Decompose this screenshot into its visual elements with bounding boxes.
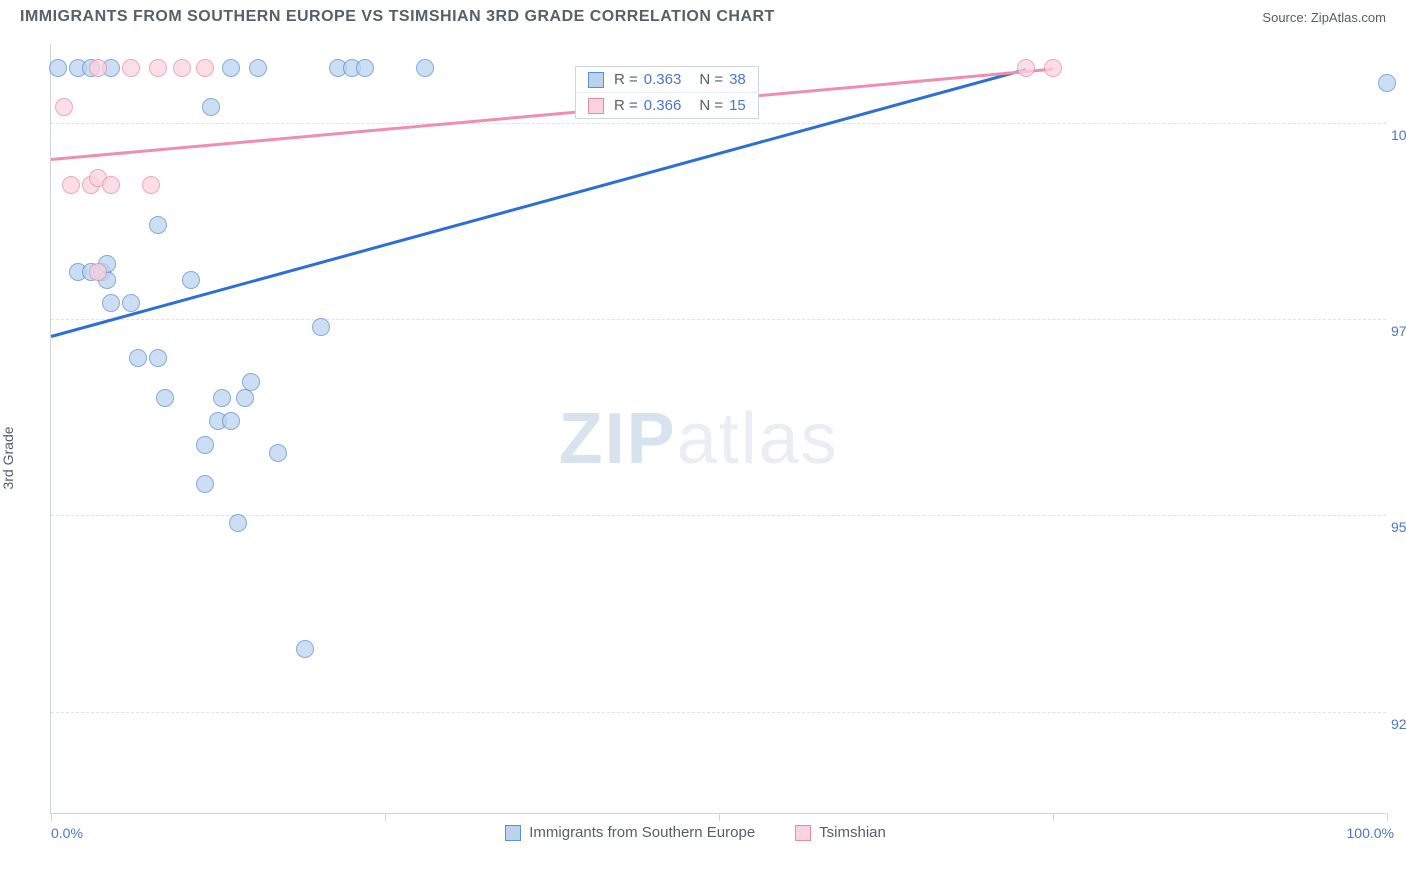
- series-swatch-blue: [588, 72, 604, 88]
- data-point: [236, 389, 254, 407]
- data-point: [196, 436, 214, 454]
- chart-title: IMMIGRANTS FROM SOUTHERN EUROPE VS TSIMS…: [20, 8, 775, 26]
- stat-n-value: 15: [729, 97, 746, 114]
- data-point: [222, 412, 240, 430]
- stats-box: R = 0.363 N = 38 R = 0.366 N = 15: [575, 66, 759, 119]
- legend-label: Tsimshian: [819, 824, 886, 841]
- data-point: [202, 98, 220, 116]
- x-tick: [1387, 813, 1388, 821]
- gridline-h: [51, 319, 1386, 320]
- watermark: ZIPatlas: [559, 398, 839, 480]
- stat-n-label: N =: [699, 97, 723, 114]
- data-point: [142, 176, 160, 194]
- x-tick: [385, 813, 386, 821]
- x-tick: [51, 813, 52, 821]
- data-point: [1044, 59, 1062, 77]
- trendline-blue: [51, 68, 1027, 338]
- chart-header: IMMIGRANTS FROM SOUTHERN EUROPE VS TSIMS…: [0, 0, 1406, 30]
- data-point: [49, 59, 67, 77]
- gridline-h: [51, 123, 1386, 124]
- data-point: [1378, 74, 1396, 92]
- data-point: [242, 373, 260, 391]
- y-tick-label: 100.0%: [1391, 127, 1406, 143]
- x-tick: [719, 813, 720, 821]
- x-tick-label-min: 0.0%: [51, 825, 83, 841]
- chart-container: 3rd Grade ZIPatlas92.5%95.0%97.5%100.0%0…: [0, 30, 1406, 870]
- legend-swatch-pink: [795, 825, 811, 841]
- data-point: [196, 475, 214, 493]
- data-point: [102, 294, 120, 312]
- gridline-h: [51, 515, 1386, 516]
- legend-label: Immigrants from Southern Europe: [529, 824, 755, 841]
- stat-r-label: R =: [614, 71, 638, 88]
- x-tick: [1053, 813, 1054, 821]
- data-point: [182, 271, 200, 289]
- data-point: [62, 176, 80, 194]
- stat-n-value: 38: [729, 71, 746, 88]
- data-point: [89, 263, 107, 281]
- data-point: [122, 294, 140, 312]
- data-point: [149, 349, 167, 367]
- y-tick-label: 92.5%: [1391, 716, 1406, 732]
- stats-row: R = 0.363 N = 38: [576, 67, 758, 92]
- data-point: [156, 389, 174, 407]
- data-point: [89, 59, 107, 77]
- stat-r-value: 0.366: [644, 97, 682, 114]
- data-point: [173, 59, 191, 77]
- stats-row: R = 0.366 N = 15: [576, 92, 758, 118]
- data-point: [196, 59, 214, 77]
- plot-area: ZIPatlas92.5%95.0%97.5%100.0%0.0%100.0%R…: [50, 44, 1386, 814]
- legend-bottom: Immigrants from Southern Europe Tsimshian: [505, 824, 886, 841]
- data-point: [213, 389, 231, 407]
- legend-item: Tsimshian: [795, 824, 886, 841]
- stat-r-value: 0.363: [644, 71, 682, 88]
- stat-n-label: N =: [699, 71, 723, 88]
- data-point: [102, 176, 120, 194]
- data-point: [55, 98, 73, 116]
- source-label: Source:: [1262, 10, 1307, 25]
- legend-item: Immigrants from Southern Europe: [505, 824, 755, 841]
- trendline-pink: [51, 68, 1053, 161]
- data-point: [122, 59, 140, 77]
- data-point: [269, 444, 287, 462]
- gridline-h: [51, 712, 1386, 713]
- legend-swatch-blue: [505, 825, 521, 841]
- stat-r-label: R =: [614, 97, 638, 114]
- source-name: ZipAtlas.com: [1311, 10, 1386, 25]
- x-tick-label-max: 100.0%: [1347, 825, 1394, 841]
- data-point: [149, 59, 167, 77]
- data-point: [222, 59, 240, 77]
- series-swatch-pink: [588, 98, 604, 114]
- y-tick-label: 95.0%: [1391, 519, 1406, 535]
- data-point: [296, 640, 314, 658]
- data-point: [129, 349, 147, 367]
- y-axis-label: 3rd Grade: [0, 426, 16, 489]
- y-tick-label: 97.5%: [1391, 323, 1406, 339]
- data-point: [1017, 59, 1035, 77]
- data-point: [312, 318, 330, 336]
- data-point: [249, 59, 267, 77]
- data-point: [356, 59, 374, 77]
- data-point: [149, 216, 167, 234]
- data-point: [416, 59, 434, 77]
- chart-source: Source: ZipAtlas.com: [1262, 10, 1386, 25]
- data-point: [229, 514, 247, 532]
